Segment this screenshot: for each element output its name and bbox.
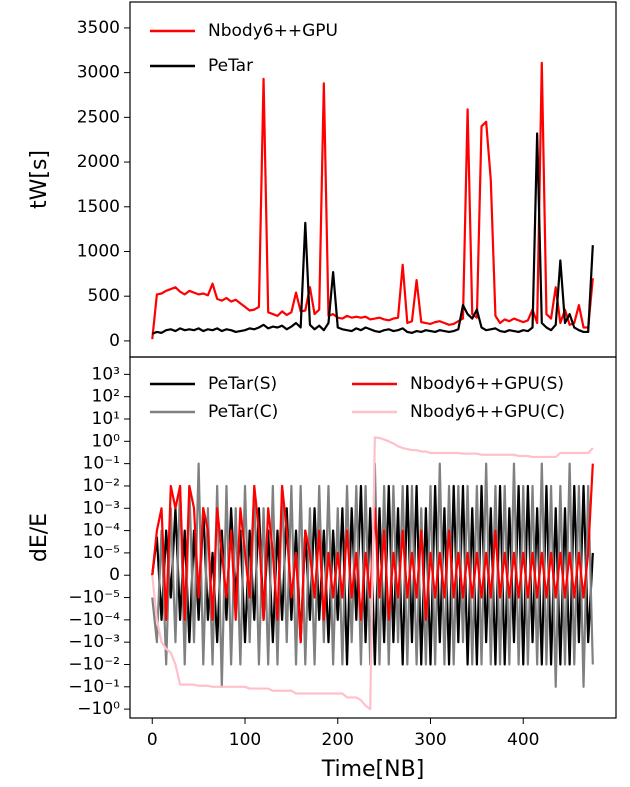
y-tick-label: 0 [109, 331, 120, 351]
y-tick-label: 3500 [77, 18, 120, 38]
y-tick-label: −10⁻¹ [68, 677, 120, 697]
legend-label: PeTar(C) [208, 402, 278, 422]
y-tick-label: −10⁻² [68, 654, 120, 674]
y-tick-label: 10⁻⁴ [83, 521, 121, 541]
y-tick-label: 10¹ [92, 409, 120, 429]
legend-label: Nbody6++GPU(C) [410, 402, 565, 422]
legend-label: PeTar(S) [208, 374, 277, 394]
y-tick-label: −10⁻⁵ [68, 588, 120, 608]
y-axis-label: dE/E [27, 513, 52, 562]
y-tick-label: −10⁰ [77, 699, 120, 719]
y-tick-label: 10⁰ [92, 431, 121, 451]
y-tick-label: 3000 [77, 63, 120, 83]
x-tick-label: 0 [147, 730, 158, 750]
data-line [151, 61, 594, 340]
y-tick-label: 500 [88, 286, 120, 306]
data-line [151, 436, 594, 711]
y-tick-label: 10³ [92, 364, 120, 384]
data-line [151, 132, 594, 335]
y-tick-label: 2000 [77, 152, 120, 172]
x-tick-label: 400 [507, 730, 539, 750]
y-tick-label: 10² [92, 387, 120, 407]
legend-label: PeTar [208, 56, 253, 76]
y-tick-label: 10⁻² [83, 476, 120, 496]
y-tick-label: 1500 [77, 197, 120, 217]
y-tick-label: 2500 [77, 107, 120, 127]
y-tick-label: 10⁻³ [83, 498, 120, 518]
x-axis-label: Time[NB] [321, 757, 425, 782]
y-tick-label: 10⁻⁵ [83, 543, 120, 563]
legend-label: Nbody6++GPU(S) [410, 374, 564, 394]
legend-label: Nbody6++GPU [208, 21, 338, 41]
y-tick-label: −10⁻⁴ [68, 610, 120, 630]
y-tick-label: 1000 [77, 241, 120, 261]
y-axis-label: tW[s] [27, 150, 52, 209]
axes-frame [129, 356, 617, 719]
y-tick-label: −10⁻³ [68, 632, 120, 652]
x-tick-label: 200 [322, 730, 354, 750]
y-tick-label: 0 [109, 565, 120, 585]
x-tick-label: 100 [229, 730, 261, 750]
x-tick-label: 300 [414, 730, 446, 750]
y-tick-label: 10⁻¹ [83, 454, 120, 474]
